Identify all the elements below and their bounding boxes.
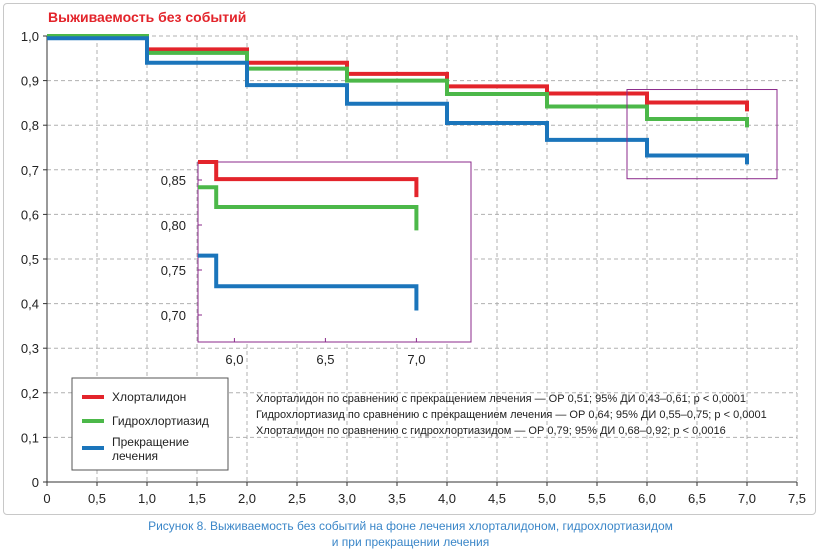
x-tick-label: 6,5	[688, 491, 706, 506]
legend-label-discontinued-line-1: Прекращение	[112, 435, 189, 449]
stat-annotation: Гидрохлортиазид по сравнению с прекращен…	[256, 409, 767, 421]
x-tick-label: 1,5	[188, 491, 206, 506]
y-tick-label: 0	[32, 475, 39, 490]
y-tick-label: 0,4	[21, 297, 39, 312]
inset-y-tick-label: 0,70	[161, 308, 186, 323]
y-tick-label: 0,1	[21, 430, 39, 445]
legend-label-chlorthalidone: Хлорталидон	[112, 390, 186, 404]
y-tick-label: 1,0	[21, 29, 39, 44]
x-tick-label: 2,0	[238, 491, 256, 506]
legend-box	[71, 377, 229, 471]
y-tick-label: 0,9	[21, 74, 39, 89]
x-tick-label: 2,5	[288, 491, 306, 506]
x-tick-label: 3,5	[388, 491, 406, 506]
caption-line-1: Рисунок 8. Выживаемость без событий на ф…	[148, 519, 673, 533]
inset-y-tick-label: 0,80	[161, 218, 186, 233]
series-line-hydrochlorothiazide	[47, 34, 749, 128]
zoom-region-box	[626, 89, 778, 180]
y-tick-label: 0,7	[21, 163, 39, 178]
caption-line-2: и при прекращении лечения	[331, 535, 490, 549]
x-tick-label: 0,5	[88, 491, 106, 506]
series-line-discontinued	[47, 36, 749, 165]
y-tick-label: 0,3	[21, 341, 39, 356]
stat-annotation: Хлорталидон по сравнению с гидрохлортиаз…	[256, 425, 726, 437]
x-tick-label: 6,0	[638, 491, 656, 506]
inset-plot-frame	[197, 161, 472, 343]
inset-x-tick-label: 6,5	[316, 352, 334, 367]
x-tick-label: 7,0	[738, 491, 756, 506]
x-tick-label: 7,5	[788, 491, 806, 506]
inset-series-line-chlorthalidone	[198, 160, 419, 198]
x-tick-label: 5,0	[538, 491, 556, 506]
x-tick-label: 5,5	[588, 491, 606, 506]
inset-x-tick-label: 6,0	[225, 352, 243, 367]
series-line-chlorthalidone	[47, 34, 749, 112]
x-tick-label: 1,0	[138, 491, 156, 506]
inset-y-tick-label: 0,85	[161, 173, 186, 188]
x-tick-label: 3,0	[338, 491, 356, 506]
x-tick-label: 4,0	[438, 491, 456, 506]
legend-label-discontinued-line-2: лечения	[112, 449, 158, 463]
inset-series-line-discontinued	[198, 253, 419, 311]
inset-series-line-hydrochlorothiazide	[198, 185, 419, 231]
stat-annotation: Хлорталидон по сравнению с прекращением …	[256, 393, 746, 405]
legend-label-hydrochlorothiazide: Гидрохлортиазид	[112, 414, 209, 428]
survival-chart: Выживаемость без событий 0 0,5 1,0 1,5 2,0 2,5…	[21, 9, 806, 506]
inset-y-tick-label: 0,75	[161, 263, 186, 278]
inset-x-tick-label: 7,0	[407, 352, 425, 367]
x-tick-label: 0	[43, 491, 50, 506]
y-tick-label: 0,5	[21, 252, 39, 267]
x-tick-label: 4,5	[488, 491, 506, 506]
y-tick-label: 0,2	[21, 386, 39, 401]
figure-caption: Рисунок 8. Выживаемость без событий на ф…	[0, 518, 821, 550]
chart-title: Выживаемость без событий	[48, 9, 246, 25]
y-tick-label: 0,6	[21, 207, 39, 222]
y-tick-label: 0,8	[21, 118, 39, 133]
